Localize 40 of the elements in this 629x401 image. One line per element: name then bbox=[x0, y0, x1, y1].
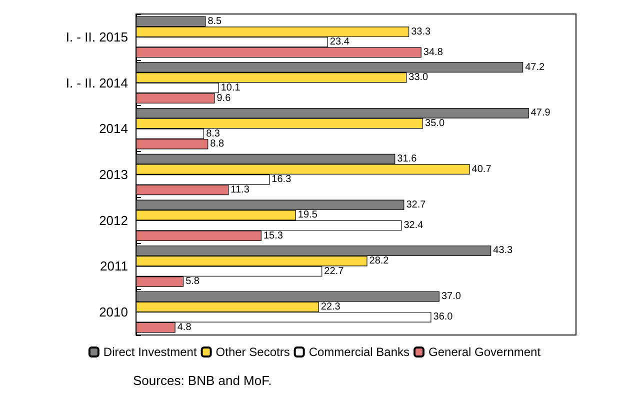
data-label: 32.7 bbox=[406, 199, 426, 210]
data-label: 28.2 bbox=[369, 256, 390, 267]
data-label: 8.3 bbox=[206, 128, 220, 140]
data-label: 8.5 bbox=[208, 16, 222, 27]
y-tick-label: I. - II. 2015 bbox=[66, 29, 128, 44]
legend-label: Commercial Banks bbox=[308, 345, 410, 359]
y-tick-label: 2010 bbox=[99, 304, 128, 320]
data-label: 9.6 bbox=[216, 92, 232, 104]
data-label: 11.3 bbox=[230, 184, 250, 196]
legend-label: Direct Investment bbox=[103, 345, 198, 359]
data-label: 19.5 bbox=[298, 210, 318, 221]
y-tick-label: 2014 bbox=[99, 121, 128, 136]
legend-label: General Government bbox=[428, 345, 542, 359]
data-label: 37.0 bbox=[441, 291, 462, 302]
data-label: 43.3 bbox=[493, 245, 514, 256]
y-tick-label: 2011 bbox=[100, 258, 128, 274]
data-label: 47.2 bbox=[525, 62, 546, 73]
data-label: 22.3 bbox=[320, 301, 341, 312]
data-label: 8.8 bbox=[210, 138, 225, 150]
data-label: 5.8 bbox=[186, 276, 200, 288]
data-label: 22.7 bbox=[324, 266, 344, 277]
data-label: 40.7 bbox=[472, 164, 492, 175]
data-label: 31.6 bbox=[397, 154, 418, 165]
data-label: 15.3 bbox=[263, 230, 284, 242]
data-label: 4.8 bbox=[177, 322, 192, 334]
data-label: 36.0 bbox=[433, 312, 454, 323]
legend-label: Other Secotrs bbox=[216, 345, 290, 359]
data-label: 35.0 bbox=[425, 118, 445, 129]
y-tick-label: I. - II. 2014 bbox=[66, 75, 128, 90]
data-label: 47.9 bbox=[530, 108, 551, 119]
data-label: 33.3 bbox=[411, 26, 432, 38]
y-tick-label: 2013 bbox=[99, 167, 128, 182]
data-label: 32.4 bbox=[404, 220, 424, 232]
data-label: 33.0 bbox=[408, 72, 429, 84]
source-note: Sources: BNB and MoF. bbox=[133, 373, 272, 388]
data-label: 10.1 bbox=[220, 82, 241, 94]
data-label: 23.4 bbox=[330, 36, 350, 48]
y-tick-label: 2012 bbox=[99, 212, 128, 228]
data-label: 34.8 bbox=[423, 46, 444, 58]
data-label: 16.3 bbox=[272, 174, 292, 186]
